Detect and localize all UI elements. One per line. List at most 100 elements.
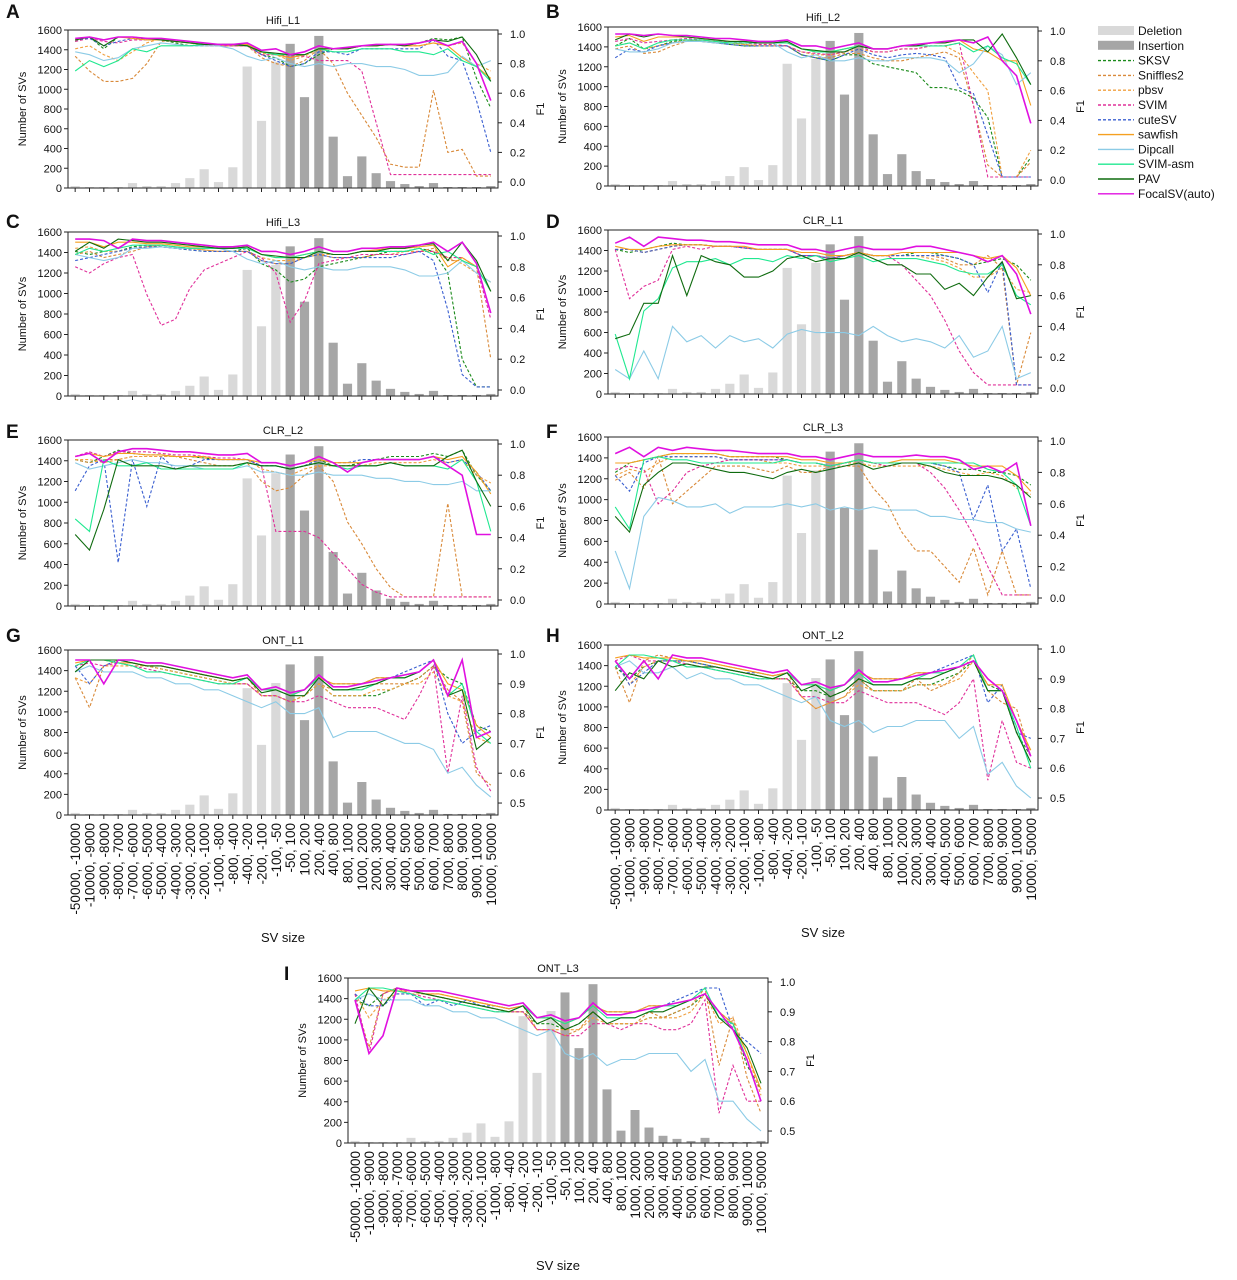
y2-tick-label: 0.4 <box>1050 115 1065 127</box>
legend-label: Sniffles2 <box>1138 68 1184 82</box>
y-tick-label: 1600 <box>578 225 602 237</box>
insertion-bar <box>882 797 893 810</box>
y2-axis-title: F1 <box>805 1054 817 1067</box>
series-line-sksv <box>75 244 491 388</box>
insertion-bar <box>371 590 381 606</box>
x-tick-label: 5000, 6000 <box>952 818 967 886</box>
insertion-bar <box>825 451 835 604</box>
y-tick-label: 800 <box>44 728 62 740</box>
y-tick-label: 1200 <box>578 62 602 74</box>
insertion-bar <box>940 389 950 394</box>
deletion-bar <box>70 393 80 396</box>
insertion-bar <box>997 392 1007 394</box>
insertion-bar <box>714 1141 724 1143</box>
deletion-bar <box>490 1136 500 1143</box>
y2-tick-label: 0.2 <box>1050 562 1065 574</box>
y2-tick-label: 0.8 <box>780 1037 795 1049</box>
deletion-bar <box>624 392 635 394</box>
deletion-bar <box>653 808 663 810</box>
series-line-focalsv-auto- <box>614 446 1032 526</box>
series-line-focalsv-auto- <box>75 657 492 739</box>
insertion-bar <box>839 507 850 604</box>
y2-tick-label: 1.0 <box>510 29 525 41</box>
x-tick-label: 200, 400 <box>586 1151 601 1204</box>
insertion-bar <box>854 32 864 187</box>
y-tick-label: 800 <box>44 104 62 116</box>
y2-tick-label: 0.0 <box>1050 593 1065 605</box>
y-tick-label: 200 <box>584 369 602 381</box>
insertion-bar <box>940 805 950 810</box>
y2-tick-label: 0.6 <box>1050 86 1065 98</box>
x-tick-label: -3000, -2000 <box>183 823 198 900</box>
deletion-bar <box>753 803 764 810</box>
deletion-bar <box>725 383 735 394</box>
deletion-bar <box>546 1011 556 1143</box>
panel-letter: G <box>6 626 21 647</box>
y2-tick-label: 0.2 <box>510 354 525 366</box>
x-tick-label: 5000, 6000 <box>684 1151 699 1219</box>
panel-e: E CLR_L2 0 200 400 600 800 1000 1200 1400 1600 0.0 0… <box>6 422 547 613</box>
y-tick-label: 200 <box>584 161 602 173</box>
panel-c: C Hifi_L3 0 200 400 600 800 1000 1200 1400 1600 0.0… <box>6 212 547 403</box>
deletion-bar <box>170 183 181 188</box>
insertion-bar <box>428 390 439 396</box>
insertion-bar <box>925 386 936 394</box>
y-axis-title: Number of SVs <box>557 69 569 144</box>
panel-letter: H <box>546 626 560 647</box>
y-tick-label: 1000 <box>38 289 62 301</box>
x-tick-label: 1000, 2000 <box>895 818 910 886</box>
y2-tick-label: 1.0 <box>1050 644 1065 656</box>
y-tick-label: 0 <box>596 599 602 611</box>
insertion-bar <box>897 154 907 186</box>
series-line-sawfish <box>354 987 762 1090</box>
insertion-bar <box>443 604 453 606</box>
insertion-bar <box>400 601 410 606</box>
y-tick-label: 1000 <box>578 495 602 507</box>
x-tick-label: 6000, 7000 <box>967 818 982 886</box>
deletion-bar <box>156 812 166 815</box>
x-tick-label: 4000, 5000 <box>670 1151 685 1219</box>
deletion-bar <box>504 1121 514 1143</box>
deletion-bar <box>710 388 721 394</box>
y-tick-label: 600 <box>584 536 602 548</box>
series-line-sniffles2 <box>75 244 492 360</box>
insertion-bar <box>997 602 1007 604</box>
x-tick-label: -2000, -1000 <box>474 1151 489 1228</box>
legend-label: FocalSV(auto) <box>1138 187 1215 201</box>
y2-tick-label: 0.6 <box>510 768 525 780</box>
panel-h: H ONT_L2 0 200 400 600 800 1000 1200 1400 1600 0.5 0… <box>546 626 1087 940</box>
y-tick-label: 200 <box>324 1117 342 1129</box>
deletion-bar <box>256 535 267 606</box>
series-line-sniffles2 <box>614 455 1031 597</box>
x-tick-label: -4000, -3000 <box>709 818 724 895</box>
x-tick-label: -9000, -8000 <box>97 823 112 900</box>
series-line-sawfish <box>75 36 492 79</box>
deletion-bar <box>84 604 95 606</box>
deletion-bar <box>518 1016 528 1143</box>
insertion-bar <box>983 392 993 394</box>
deletion-bar <box>99 813 109 815</box>
series-line-svim <box>614 245 1031 386</box>
series-line-svim <box>615 459 1031 596</box>
deletion-bar <box>782 683 792 810</box>
deletion-bar <box>364 1141 374 1143</box>
legend-label: Deletion <box>1138 24 1182 38</box>
series-line-focalsv-auto- <box>354 987 762 1102</box>
insertion-bar <box>644 1127 654 1143</box>
x-tick-label: 8000, 9000 <box>995 818 1010 886</box>
x-tick-label: 9000, 10000 <box>740 1151 755 1226</box>
x-tick-label: 7000, 8000 <box>441 823 456 891</box>
y2-tick-label: 1.0 <box>1050 229 1065 241</box>
y2-tick-label: 0.2 <box>510 147 525 159</box>
x-tick-label: 800, 1000 <box>614 1151 629 1211</box>
series-line-sksv <box>74 659 492 733</box>
insertion-bar <box>868 340 878 394</box>
y2-tick-label: 1.0 <box>1050 436 1065 448</box>
deletion-bar <box>725 176 735 186</box>
x-tick-label: -2000, -1000 <box>197 823 212 900</box>
x-tick-label: 6000, 7000 <box>427 823 442 891</box>
x-tick-label: 9000, 10000 <box>1010 818 1025 893</box>
y-tick-label: 1600 <box>38 25 62 37</box>
y-tick-label: 1600 <box>318 973 342 985</box>
series-line-focalsv-auto- <box>614 236 1032 315</box>
